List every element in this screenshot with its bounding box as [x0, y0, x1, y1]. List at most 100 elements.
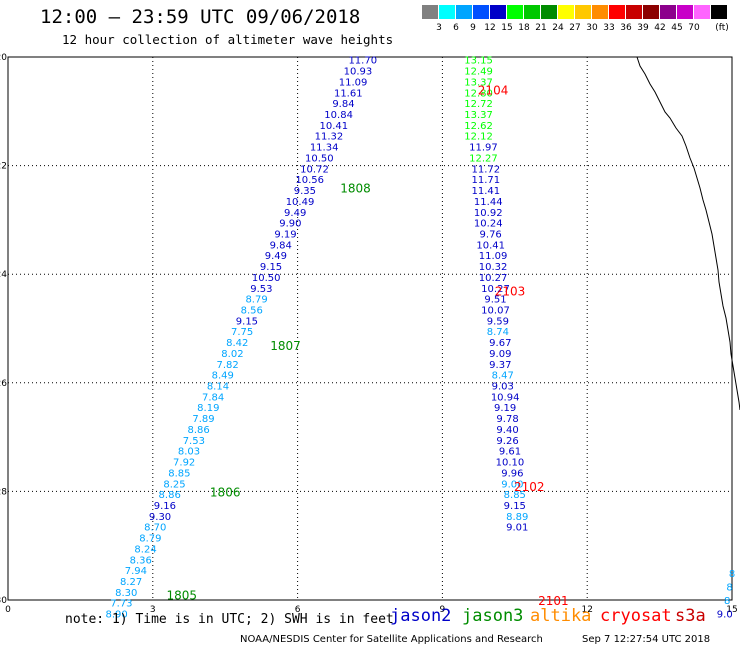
wave-height-label: 8.49 [212, 371, 234, 382]
wave-height-label: 10.41 [476, 240, 505, 251]
color-scale-label: 39 [637, 23, 649, 33]
wave-height-label: 11.61 [334, 88, 363, 99]
wave-height-label: 13.37 [464, 77, 493, 88]
wave-height-label: 9.59 [487, 316, 509, 327]
color-swatch [694, 5, 710, 19]
wave-height-label: 9.76 [480, 229, 502, 240]
color-scale-unit: (ft) [715, 23, 729, 33]
wave-height-label: 10.10 [496, 458, 525, 469]
wave-height-label: 8.70 [144, 523, 166, 534]
track-id-label: 1805 [166, 589, 197, 603]
wave-height-label: 8.85 [504, 490, 526, 501]
wave-height-label: 12.62 [464, 121, 493, 132]
wave-height-label: 9.19 [494, 403, 516, 414]
wave-height-label: 9.40 [496, 425, 518, 436]
wave-height-label: 7.94 [125, 566, 147, 577]
color-swatch [473, 5, 489, 19]
wave-height-label: 8.02 [221, 349, 243, 360]
legend-s3a: s3a [675, 606, 706, 626]
wave-height-label: 8 [726, 582, 732, 593]
wave-height-label: 10.41 [319, 121, 348, 132]
lat-tick-label: -26 [0, 379, 7, 389]
color-swatch [558, 5, 574, 19]
lon-tick-label: 9 [440, 605, 446, 615]
wave-height-label: 10.50 [252, 273, 281, 284]
wave-height-label: 9.37 [489, 360, 511, 371]
color-swatch [677, 5, 693, 19]
color-scale-label: 30 [586, 23, 598, 33]
wave-height-label: 9.00 [501, 479, 523, 490]
track-id-label: 2101 [538, 594, 569, 608]
lon-tick-label: 15 [726, 605, 737, 615]
map-frame [7, 56, 733, 601]
credit-line: NOAA/NESDIS Center for Satellite Applica… [240, 634, 543, 645]
color-swatch [507, 5, 523, 19]
wave-height-label: 9.49 [284, 208, 306, 219]
color-scale-label: 33 [603, 23, 615, 33]
lon-tick-label: 3 [150, 605, 156, 615]
legend-jason2: jason2 [390, 606, 452, 626]
wave-height-label: 12.80 [464, 88, 493, 99]
wave-height-label: 11.32 [315, 132, 344, 143]
wave-height-label: 8.74 [487, 327, 509, 338]
wave-height-label: 10.92 [474, 208, 503, 219]
color-scale-label: 6 [453, 23, 459, 33]
color-scale-label: 42 [654, 23, 666, 33]
wave-height-label: 10.50 [305, 153, 334, 164]
wave-height-label: 11.34 [310, 143, 339, 154]
wave-height-label: 10.93 [344, 67, 373, 78]
track-id-label: 2102 [514, 480, 545, 494]
map-title: 12:00 – 23:59 UTC 09/06/2018 [40, 6, 361, 28]
wave-height-label: 10.27 [481, 284, 510, 295]
wave-height-label: 7.92 [173, 458, 195, 469]
wave-height-label: 7.89 [192, 414, 214, 425]
wave-height-label: 7.75 [231, 327, 253, 338]
wave-height-label: 11.41 [472, 186, 501, 197]
color-scale-label: 27 [569, 23, 581, 33]
track-id-label: 1807 [270, 339, 301, 353]
wave-height-label: 10.07 [481, 305, 510, 316]
wave-height-label: 9.78 [496, 414, 518, 425]
legend-jason3: jason3 [462, 606, 524, 626]
wave-height-label: 8.42 [226, 338, 248, 349]
wave-height-label: 9.0 [717, 610, 733, 621]
wave-height-label: 9.96 [501, 468, 523, 479]
wave-height-label: 9.61 [499, 447, 521, 458]
lon-tick-label: 6 [295, 605, 301, 615]
generation-timestamp: Sep 7 12:27:54 UTC 2018 [582, 634, 711, 645]
wave-height-label: 7.53 [183, 436, 205, 447]
wave-height-label: 9.09 [489, 349, 511, 360]
track-id-label: 1806 [210, 485, 241, 499]
wave-height-label: 8.86 [188, 425, 210, 436]
wave-height-label: 11.44 [474, 197, 503, 208]
lon-tick-label: 0 [5, 605, 11, 615]
wave-height-label: 11.09 [339, 77, 368, 88]
wave-height-label: 8.30 [115, 588, 137, 599]
track-id-label: 1808 [340, 181, 371, 195]
color-swatch [439, 5, 455, 19]
wave-height-label: 8.19 [197, 403, 219, 414]
wave-height-label: 8.14 [207, 382, 229, 393]
wave-height-label: 12.27 [469, 153, 498, 164]
color-swatch [592, 5, 608, 19]
color-scale-label: 18 [518, 23, 530, 33]
lon-tick-label: 12 [581, 605, 592, 615]
color-swatch [575, 5, 591, 19]
wave-height-label: 9.53 [250, 284, 272, 295]
wave-height-label: 8.56 [241, 305, 263, 316]
wave-height-label: 8.25 [163, 479, 185, 490]
wave-height-label: 8.86 [159, 490, 181, 501]
legend-altika: altika [530, 606, 592, 626]
lat-tick-label: -30 [0, 596, 7, 606]
wave-height-label: 8.90 [105, 610, 127, 621]
wave-height-label: 11.71 [472, 175, 501, 186]
color-swatch [711, 5, 727, 19]
wave-height-label: 10.32 [479, 262, 508, 273]
wave-height-label: 8.79 [139, 534, 161, 545]
wave-height-label: 9.26 [496, 436, 518, 447]
color-swatch [643, 5, 659, 19]
wave-height-label: 9.15 [260, 262, 282, 273]
track-id-label: 2104 [478, 84, 509, 98]
wave-height-label: 8.27 [120, 577, 142, 588]
wave-height-label: 9.30 [149, 512, 171, 523]
